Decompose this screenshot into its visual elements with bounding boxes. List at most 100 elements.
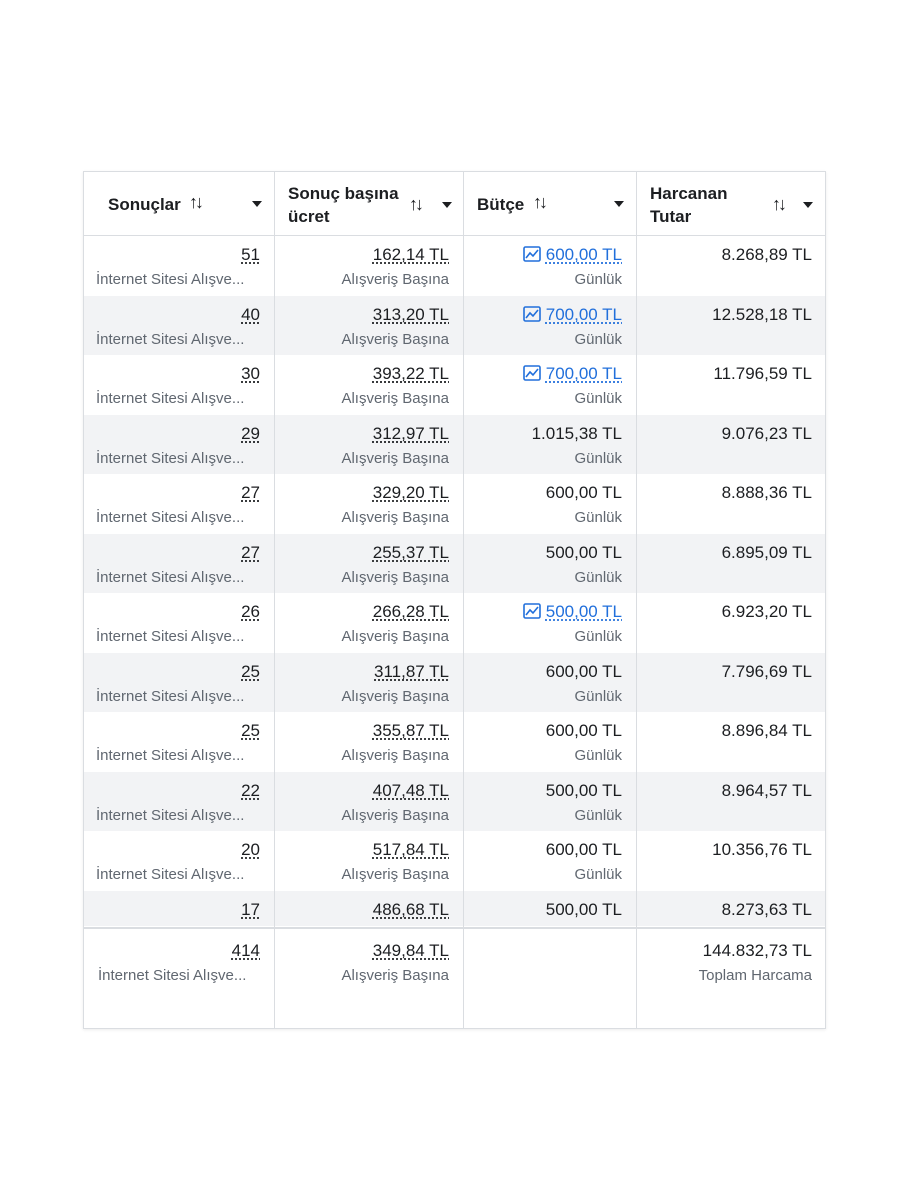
budget-link[interactable]: 600,00 TL [545, 245, 622, 264]
total-cost-per-result-value[interactable]: 349,84 TL [372, 941, 449, 960]
total-results-value[interactable]: 414 [231, 941, 260, 960]
table-row: 20 İnternet Sitesi Alışve... 517,84 TL Alış… [84, 831, 825, 891]
chevron-down-icon[interactable] [442, 202, 452, 208]
table-row: 17 486,68 TL 500,00 TL 8.273,63 TL [84, 890, 825, 927]
results-value[interactable]: 27 [241, 542, 260, 562]
budget-period: Günlük [574, 330, 622, 348]
budget-value[interactable]: 500,00 TL [522, 602, 622, 622]
cost-per-result-cell: 266,28 TL Alışveriş Başına [274, 593, 463, 652]
total-budget-cell [463, 929, 636, 1027]
cost-per-result-value[interactable]: 329,20 TL [372, 483, 449, 502]
budget-period: Günlük [574, 747, 622, 764]
budget-text: 500,00 TL [545, 542, 622, 562]
results-type: İnternet Sitesi Alışve... [96, 806, 245, 824]
cost-per-result-cell: 517,84 TL Alışveriş Başına [274, 831, 463, 890]
budget-period: Günlük [574, 271, 622, 288]
column-divider [636, 172, 637, 1028]
results-cell: 25 İnternet Sitesi Alışve... [84, 653, 274, 712]
cost-per-result-value[interactable]: 312,97 TL [372, 423, 449, 443]
amount-spent-value: 10.356,76 TL [712, 840, 812, 859]
budget-period: Günlük [574, 509, 622, 526]
budget-value[interactable]: 700,00 TL [522, 364, 622, 384]
amount-spent-cell: 8.888,36 TL [636, 474, 825, 533]
results-value[interactable]: 51 [241, 245, 260, 264]
results-value[interactable]: 29 [241, 423, 260, 443]
budget-value: 500,00 TL [546, 900, 622, 920]
results-value[interactable]: 26 [241, 602, 260, 621]
table-row: 25 İnternet Sitesi Alışve... 355,87 TL Alış… [84, 712, 825, 772]
results-type: İnternet Sitesi Alışve... [96, 687, 245, 705]
amount-spent-cell: 10.356,76 TL [636, 831, 825, 890]
sort-icon[interactable]: ↑↓ [409, 194, 424, 214]
budget-value: 600,00 TL [546, 840, 622, 860]
column-header-label: Sonuçlar [108, 195, 181, 214]
budget-link[interactable]: 700,00 TL [545, 364, 622, 383]
results-value[interactable]: 17 [241, 899, 260, 919]
cost-per-result-cell: 162,14 TL Alışveriş Başına [274, 236, 463, 295]
column-header-budget[interactable]: Bütçe ↑↓ [463, 172, 636, 235]
results-value[interactable]: 22 [241, 780, 260, 800]
budget-cell: 1.015,38 TL Günlük [463, 415, 636, 474]
results-value[interactable]: 25 [241, 661, 260, 681]
sort-icon[interactable]: ↑↓ [533, 192, 548, 212]
budget-period: Günlük [574, 568, 622, 586]
column-header-label-line2: Tutar [650, 207, 692, 226]
column-divider [463, 172, 464, 1028]
amount-spent-value: 8.268,89 TL [721, 245, 812, 264]
budget-value: 1.015,38 TL [532, 424, 622, 444]
results-cell: 25 İnternet Sitesi Alışve... [84, 712, 274, 771]
budget-text: 600,00 TL [545, 721, 622, 740]
results-value[interactable]: 40 [241, 304, 260, 324]
cost-per-result-value[interactable]: 311,87 TL [374, 661, 449, 681]
cost-per-result-value[interactable]: 355,87 TL [372, 721, 449, 740]
cost-per-result-value[interactable]: 266,28 TL [372, 602, 449, 621]
cost-per-result-value[interactable]: 313,20 TL [372, 304, 449, 324]
amount-spent-cell: 6.923,20 TL [636, 593, 825, 652]
results-value[interactable]: 20 [241, 840, 260, 859]
amount-spent-value: 7.796,69 TL [721, 661, 812, 681]
budget-text: 600,00 TL [545, 483, 622, 502]
sort-icon[interactable]: ↑↓ [772, 194, 787, 214]
cost-per-result-value[interactable]: 486,68 TL [372, 899, 449, 919]
cost-per-result-value[interactable]: 162,14 TL [372, 245, 449, 264]
column-header-amount-spent[interactable]: Harcanan Tutar ↑↓ [636, 172, 826, 235]
results-type: İnternet Sitesi Alışve... [96, 330, 245, 348]
budget-value: 500,00 TL [546, 781, 622, 801]
total-spent-cell: 144.832,73 TL Toplam Harcama [636, 929, 826, 1027]
trend-chart-icon [522, 602, 546, 621]
budget-value: 600,00 TL [546, 721, 622, 741]
results-type: İnternet Sitesi Alışve... [96, 866, 245, 883]
results-value[interactable]: 30 [241, 364, 260, 383]
results-value[interactable]: 27 [241, 483, 260, 502]
cost-per-result-cell: 313,20 TL Alışveriş Başına [274, 296, 463, 355]
chevron-down-icon[interactable] [803, 202, 813, 208]
column-header-cost-per-result[interactable]: Sonuç başına ücret ↑↓ [274, 172, 463, 235]
column-header-results[interactable]: Sonuçlar ↑↓ [84, 172, 274, 235]
results-cell: 51 İnternet Sitesi Alışve... [84, 236, 274, 295]
sort-icon[interactable]: ↑↓ [189, 192, 204, 212]
budget-link[interactable]: 700,00 TL [545, 304, 622, 324]
cost-per-result-value[interactable]: 517,84 TL [372, 840, 449, 859]
results-type: İnternet Sitesi Alışve... [96, 449, 245, 467]
budget-value[interactable]: 600,00 TL [522, 245, 622, 265]
cost-per-result-cell: 312,97 TL Alışveriş Başına [274, 415, 463, 474]
results-cell: 17 [84, 891, 274, 927]
amount-spent-cell: 12.528,18 TL [636, 296, 825, 355]
budget-text: 500,00 TL [545, 899, 622, 919]
column-header-label-line2: ücret [288, 207, 330, 226]
budget-value[interactable]: 700,00 TL [522, 304, 622, 325]
results-type: İnternet Sitesi Alışve... [96, 568, 245, 586]
results-value[interactable]: 25 [241, 721, 260, 740]
chevron-down-icon[interactable] [614, 201, 624, 207]
amount-spent-value: 8.888,36 TL [721, 483, 812, 502]
budget-link[interactable]: 500,00 TL [545, 602, 622, 621]
results-type: İnternet Sitesi Alışve... [96, 271, 245, 288]
budget-cell: 600,00 TL Günlük [463, 236, 636, 295]
cost-per-result-value[interactable]: 393,22 TL [372, 364, 449, 383]
chevron-down-icon[interactable] [252, 201, 262, 207]
cost-per-result-value[interactable]: 255,37 TL [372, 542, 449, 562]
column-divider [274, 172, 275, 1028]
cost-per-result-value[interactable]: 407,48 TL [372, 780, 449, 800]
cost-per-result-type: Alışveriş Başına [341, 568, 449, 586]
amount-spent-cell: 6.895,09 TL [636, 534, 825, 593]
